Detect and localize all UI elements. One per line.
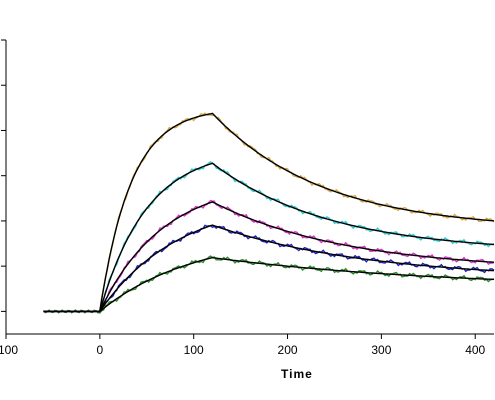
series-4-fit-line xyxy=(43,224,495,313)
x-tick-label: 100 xyxy=(184,343,204,357)
x-tick-label: 200 xyxy=(278,343,298,357)
series-5-fit-line xyxy=(43,256,495,313)
x-tick-label: 0 xyxy=(97,343,104,357)
series-1-fit-line xyxy=(43,112,495,313)
x-tick-label: 300 xyxy=(371,343,391,357)
series-layer xyxy=(43,112,495,314)
x-tick-label: 400 xyxy=(465,343,485,357)
ticks: -100 0 100 200 300 400 xyxy=(0,39,486,357)
series-2-fit-line xyxy=(43,162,495,313)
x-axis-title: Time xyxy=(281,367,313,381)
axes xyxy=(5,40,494,335)
x-tick-label: -100 xyxy=(0,343,18,357)
series-3-fit-line xyxy=(43,201,495,313)
